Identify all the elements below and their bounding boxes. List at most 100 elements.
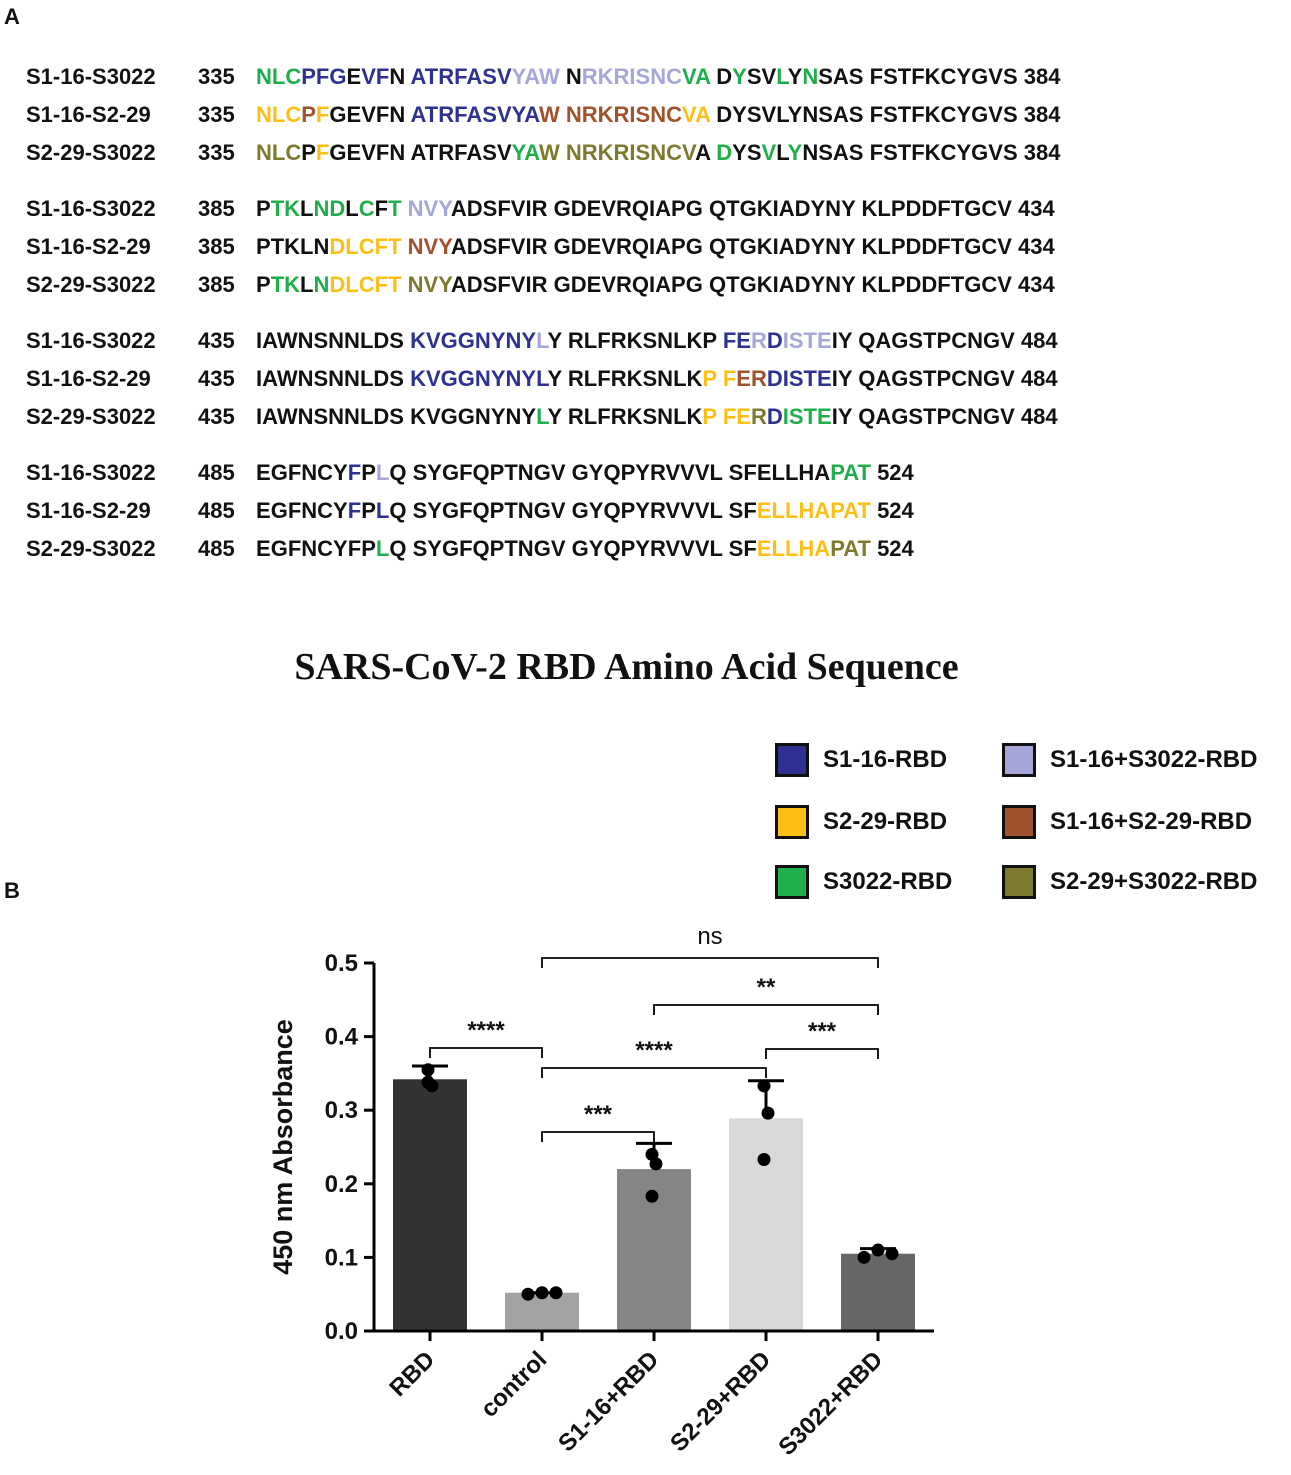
legend-item: S2-29+S3022-RBD: [1002, 864, 1257, 900]
panel-label-b: B: [4, 878, 20, 903]
sequence-start: 485: [198, 498, 235, 523]
significance-label: ns: [697, 923, 722, 950]
alignment-block: S1-16-S3022 485 EGFNCYFPLQ SYGFQPTNGV GYQP…: [26, 454, 1286, 568]
data-point: [645, 1189, 659, 1203]
bar: [393, 1079, 467, 1331]
y-tick-label: 0.2: [325, 1171, 358, 1198]
alignment-block: S1-16-S3022 335 NLCPFGEVFN ATRFASVYAW NRKR…: [26, 58, 1286, 172]
sequence-residues: IAWNSNNLDS KVGGNYNYLY RLFRKSNLKP FERDIST…: [256, 328, 1015, 353]
x-tick-label: S1-16+RBD: [553, 1346, 664, 1457]
y-tick-label: 0.0: [325, 1318, 358, 1345]
legend-swatch: [1002, 865, 1036, 899]
x-tick-label: S2-29+RBD: [665, 1346, 776, 1457]
sequence-name: S1-16-S3022: [26, 460, 156, 485]
alignment-row: S2-29-S3022 435 IAWNSNNLDS KVGGNYNYLY RLFR…: [26, 398, 1286, 436]
absorbance-bar-chart: 0.0 0.1 0.2 0.3 0.4 0.5 RBD control S1-16+RBD S2-…: [268, 923, 934, 1461]
sequence-start: 335: [198, 102, 235, 127]
data-point: [649, 1157, 663, 1171]
significance-bracket: [765, 1048, 879, 1059]
alignment-row: S2-29-S3022 335 NLCPFGEVFN ATRFASVYAW NRKR…: [26, 134, 1286, 172]
sequence-start: 435: [198, 366, 235, 391]
legend-item: S1-16+S3022-RBD: [1002, 742, 1257, 778]
x-tick-label: S3022+RBD: [773, 1346, 888, 1461]
legend-label: S1-16+S2-29-RBD: [1050, 808, 1253, 835]
sequence-end: 434: [1011, 272, 1055, 297]
data-point: [757, 1153, 771, 1167]
sequence-residues: PTKLNDLCFT NVYADSFVIR GDEVRQIAPG QTGKIAD…: [256, 234, 1012, 259]
legend-swatch: [775, 865, 809, 899]
significance-label: **: [757, 974, 776, 1001]
significance-label: ***: [584, 1101, 613, 1128]
sequence-residues: IAWNSNNLDS KVGGNYNYLY RLFRKSNLKP FERDIST…: [256, 404, 1015, 429]
alignment-row: S1-16-S2-29 435 IAWNSNNLDS KVGGNYNYLY RLFR…: [26, 360, 1286, 398]
sequence-name: S1-16-S2-29: [26, 102, 151, 127]
alignment-block: S1-16-S3022 385 PTKLNDLCFT NVYADSFVIR GDEV…: [26, 190, 1286, 304]
bar: [729, 1118, 803, 1331]
sequence-end: 524: [870, 460, 914, 485]
sequence-name: S1-16-S3022: [26, 64, 156, 89]
x-tick-label: RBD: [384, 1346, 440, 1402]
y-tick-label: 0.5: [325, 950, 358, 977]
data-point: [871, 1243, 885, 1257]
sequence-end: 524: [870, 536, 914, 561]
sequence-name: S1-16-S2-29: [26, 498, 151, 523]
sequence-start: 485: [198, 460, 235, 485]
alignment-title: SARS-CoV-2 RBD Amino Acid Sequence: [294, 646, 959, 688]
y-tick-label: 0.4: [325, 1024, 359, 1051]
alignment-row: S1-16-S3022 435 IAWNSNNLDS KVGGNYNYLY RLFR…: [26, 322, 1286, 360]
significance-bracket: [541, 1067, 767, 1078]
y-tick-label: 0.3: [325, 1097, 358, 1124]
legend: S1-16-RBD S2-29-RBD S3022-RBD S1-16+S3022-R…: [775, 742, 1291, 912]
y-tick-label: 0.1: [325, 1244, 358, 1271]
sequence-residues: NLCPFGEVFN ATRFASVYAW NRKRISNCVA DYSVLYN…: [256, 102, 1018, 127]
sequence-end: 384: [1017, 140, 1061, 165]
significance-label: ****: [467, 1017, 505, 1044]
sequence-alignment: S1-16-S3022 335 NLCPFGEVFN ATRFASVYAW NRKR…: [26, 58, 1286, 586]
panel-label-a: A: [4, 4, 20, 29]
sequence-start: 335: [198, 140, 235, 165]
sequence-name: S1-16-S3022: [26, 328, 156, 353]
data-point: [421, 1075, 435, 1089]
legend-label: S1-16-RBD: [823, 746, 948, 773]
x-tick-label: control: [476, 1346, 553, 1423]
legend-label: S2-29+S3022-RBD: [1050, 868, 1258, 895]
legend-label: S1-16+S3022-RBD: [1050, 746, 1258, 773]
legend-item: S1-16+S2-29-RBD: [1002, 804, 1252, 840]
y-axis-label: 450 nm Absorbance: [268, 1019, 298, 1275]
sequence-name: S2-29-S3022: [26, 404, 156, 429]
alignment-row: S1-16-S2-29 335 NLCPFGEVFN ATRFASVYAW NRKR…: [26, 96, 1286, 134]
sequence-residues: EGFNCYFPLQ SYGFQPTNGV GYQPYRVVVL SFELLHA…: [256, 536, 871, 561]
significance-bracket: [541, 957, 879, 968]
legend-swatch: [1002, 805, 1036, 839]
data-point: [757, 1079, 771, 1093]
sequence-start: 385: [198, 272, 235, 297]
data-point: [885, 1247, 899, 1261]
alignment-row: S2-29-S3022 385 PTKLNDLCFT NVYADSFVIR GDEV…: [26, 266, 1286, 304]
sequence-residues: NLCPFGEVFN ATRFASVYAW NRKRISNCVA DYSVLYN…: [256, 140, 1018, 165]
sequence-residues: EGFNCYFPLQ SYGFQPTNGV GYQPYRVVVL SFELLHA…: [256, 460, 871, 485]
sequence-end: 384: [1017, 64, 1061, 89]
sequence-residues: PTKLNDLCFT NVYADSFVIR GDEVRQIAPG QTGKIAD…: [256, 196, 1012, 221]
data-point: [549, 1286, 563, 1300]
sequence-end: 384: [1017, 102, 1061, 127]
sequence-end: 484: [1014, 366, 1058, 391]
data-point: [857, 1250, 871, 1264]
sequence-end: 484: [1014, 404, 1058, 429]
legend-item: S3022-RBD: [775, 864, 952, 900]
data-point: [761, 1106, 775, 1120]
sequence-name: S1-16-S2-29: [26, 234, 151, 259]
sequence-name: S2-29-S3022: [26, 140, 156, 165]
sequence-end: 434: [1011, 196, 1055, 221]
sequence-start: 485: [198, 536, 235, 561]
alignment-row: S2-29-S3022 485 EGFNCYFPLQ SYGFQPTNGV GYQP…: [26, 530, 1286, 568]
data-point: [535, 1286, 549, 1300]
significance-label: ****: [635, 1037, 673, 1064]
sequence-start: 385: [198, 196, 235, 221]
significance-bracket: [653, 1004, 879, 1015]
legend-swatch: [775, 805, 809, 839]
legend-label: S2-29-RBD: [823, 808, 948, 835]
legend-label: S3022-RBD: [823, 868, 953, 895]
significance-bracket: [429, 1047, 543, 1058]
sequence-start: 335: [198, 64, 235, 89]
significance-bracket: [541, 1131, 655, 1142]
